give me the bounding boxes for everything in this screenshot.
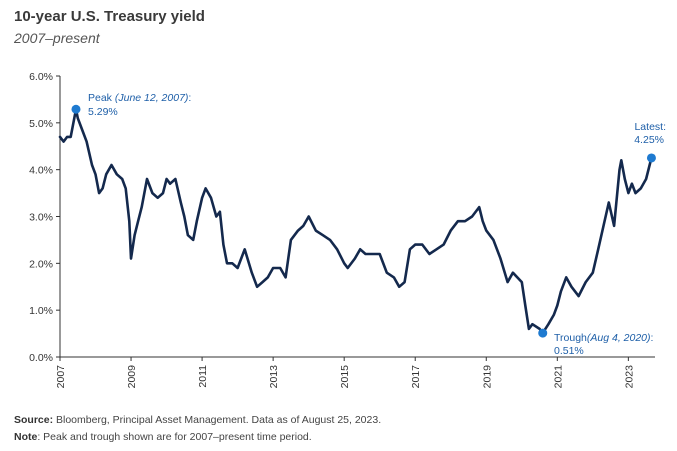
- source-text: Bloomberg, Principal Asset Management. D…: [53, 414, 382, 426]
- latest-dot: [646, 153, 656, 163]
- y-tick-label: 2.0%: [29, 258, 53, 270]
- peak-label: Peak: [88, 92, 113, 104]
- y-tick-label: 5.0%: [29, 118, 53, 130]
- trough-date: (Aug 4, 2020): [587, 332, 651, 344]
- note-text: : Peak and trough shown are for 2007–pre…: [37, 431, 312, 443]
- trough-annotation: Trough(Aug 4, 2020):: [554, 332, 653, 344]
- chart-subtitle: 2007–present: [14, 30, 100, 46]
- x-tick-label: 2019: [481, 365, 493, 389]
- source-note: Source: Bloomberg, Principal Asset Manag…: [14, 414, 381, 426]
- trough-colon: :: [651, 332, 654, 344]
- x-axis: 2007 2009 2011 2013 2015 2017 2019 2021 2023: [55, 356, 655, 389]
- peak-annotation: Peak (June 12, 2007):: [88, 92, 191, 104]
- annotations-layer: Peak (June 12, 2007): 5.29% Latest: 4.25…: [71, 92, 666, 357]
- x-tick-label: 2023: [623, 365, 635, 389]
- footnote: Note: Peak and trough shown are for 2007…: [14, 431, 312, 443]
- yield-line: [58, 108, 653, 335]
- chart-title: 10-year U.S. Treasury yield: [14, 8, 205, 25]
- source-label: Source:: [14, 414, 54, 426]
- latest-value: 4.25%: [634, 134, 664, 146]
- series-layer: [58, 108, 653, 335]
- x-tick-label: 2011: [197, 365, 209, 388]
- chart-plot: 0.0% 1.0% 2.0% 3.0% 4.0% 5.0% 6.0% 2007 2009 201…: [29, 71, 666, 389]
- y-axis: 0.0% 1.0% 2.0% 3.0% 4.0% 5.0% 6.0%: [29, 71, 61, 364]
- y-tick-label: 0.0%: [29, 352, 53, 364]
- x-tick-label: 2007: [55, 365, 67, 389]
- x-tick-label: 2009: [126, 365, 138, 389]
- y-tick-label: 4.0%: [29, 165, 53, 177]
- trough-value: 0.51%: [554, 345, 584, 357]
- y-tick-label: 6.0%: [29, 71, 53, 83]
- latest-label: Latest:: [634, 121, 666, 133]
- y-tick-label: 3.0%: [29, 212, 53, 224]
- x-tick-label: 2017: [410, 365, 422, 389]
- peak-dot: [71, 104, 81, 114]
- x-tick-label: 2021: [552, 365, 564, 389]
- peak-value: 5.29%: [88, 106, 118, 118]
- trough-dot: [538, 328, 548, 338]
- note-label: Note: [14, 431, 38, 443]
- peak-date: (June 12, 2007): [115, 92, 189, 104]
- x-tick-label: 2013: [268, 365, 280, 389]
- x-tick-label: 2015: [339, 365, 351, 389]
- trough-label: Trough: [554, 332, 587, 344]
- y-tick-label: 1.0%: [29, 305, 53, 317]
- peak-colon: :: [188, 92, 191, 104]
